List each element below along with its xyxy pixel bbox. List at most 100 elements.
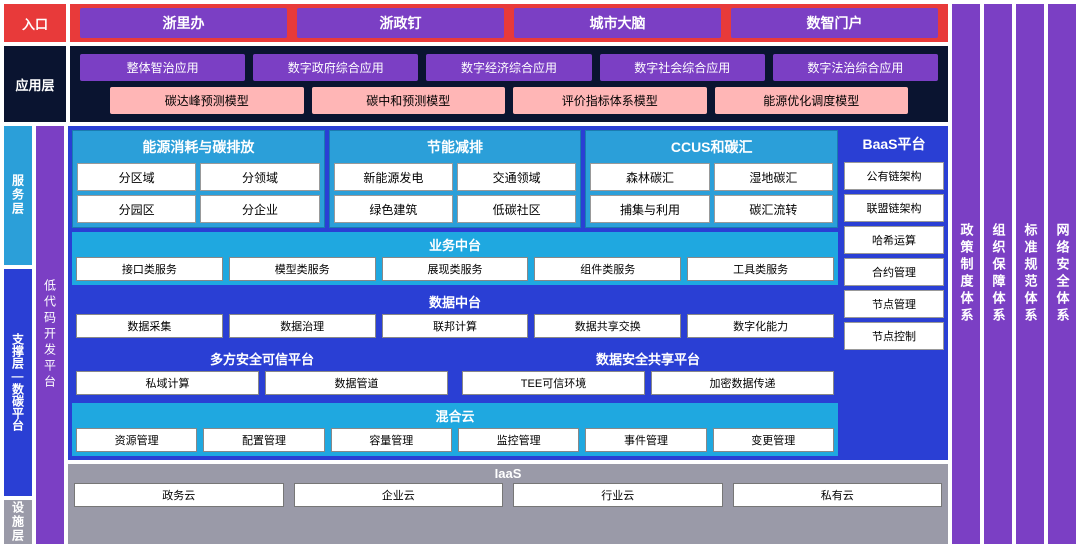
app-model: 能源优化调度模型: [715, 87, 909, 114]
entry-label: 入口: [4, 4, 66, 42]
app-model: 碳达峰预测模型: [110, 87, 304, 114]
cell: 变更管理: [713, 428, 834, 452]
app-item: 数字经济综合应用: [426, 54, 591, 81]
cell: 碳汇流转: [714, 195, 833, 223]
cell: 新能源发电: [334, 163, 453, 191]
cell: 配置管理: [203, 428, 324, 452]
cell: TEE可信环境: [462, 371, 645, 395]
cell: 分领域: [200, 163, 319, 191]
band-title: 业务中台: [76, 235, 834, 254]
cell: 数据管道: [265, 371, 448, 395]
cell: 模型类服务: [229, 257, 376, 281]
group-ccus: CCUS和碳汇 森林碳汇 湿地碳汇 捕集与利用 碳汇流转: [585, 130, 838, 228]
cell: 展现类服务: [382, 257, 529, 281]
group-title: 能源消耗与碳排放: [77, 135, 320, 159]
band-title: 数据安全共享平台: [462, 349, 834, 368]
row-app: 应用层 整体智治应用 数字政府综合应用 数字经济综合应用 数字社会综合应用 数字…: [4, 46, 948, 122]
left-layer-labels: 服务层 支撑层—数碳平台 设施层: [4, 126, 32, 544]
service-left: 能源消耗与碳排放 分区域 分领域 分园区 分企业 节能减排: [72, 130, 838, 456]
pillar-policy: 政策制度体系: [952, 4, 980, 544]
mid-body: 能源消耗与碳排放 分区域 分领域 分园区 分企业 节能减排: [68, 126, 948, 544]
cell: 事件管理: [585, 428, 706, 452]
pillar-security: 网络安全体系: [1048, 4, 1076, 544]
row-entry: 入口 浙里办 浙政钉 城市大脑 数智门户: [4, 4, 948, 42]
cell: 监控管理: [458, 428, 579, 452]
support-layer-label: 支撑层—数碳平台: [4, 269, 32, 496]
app-body: 整体智治应用 数字政府综合应用 数字经济综合应用 数字社会综合应用 数字法治综合…: [70, 46, 948, 122]
pillar-org: 组织保障体系: [984, 4, 1012, 544]
band-title: 混合云: [76, 406, 834, 425]
entry-item: 城市大脑: [514, 8, 721, 38]
baas-item: 哈希运算: [844, 226, 944, 254]
cell: 联邦计算: [382, 314, 529, 338]
band-title: 数据中台: [76, 292, 834, 311]
app-model: 评价指标体系模型: [513, 87, 707, 114]
cell: 工具类服务: [687, 257, 834, 281]
row-mid: 服务层 支撑层—数碳平台 设施层 低代码开发平台 能源消耗与碳排放 分区域 分领…: [4, 126, 948, 544]
app-label: 应用层: [4, 46, 66, 122]
cell: 加密数据传递: [651, 371, 834, 395]
entry-item: 浙政钉: [297, 8, 504, 38]
baas-item: 公有链架构: [844, 162, 944, 190]
service-groups: 能源消耗与碳排放 分区域 分领域 分园区 分企业 节能减排: [72, 130, 838, 228]
cell: 森林碳汇: [590, 163, 709, 191]
group-grid: 森林碳汇 湿地碳汇 捕集与利用 碳汇流转: [590, 163, 833, 223]
cell: 低碳社区: [457, 195, 576, 223]
group-title: CCUS和碳汇: [590, 135, 833, 159]
band-row: 数据采集 数据治理 联邦计算 数据共享交换 数字化能力: [76, 314, 834, 338]
cell: 数据治理: [229, 314, 376, 338]
band-row: 接口类服务 模型类服务 展现类服务 组件类服务 工具类服务: [76, 257, 834, 281]
baas-item: 合约管理: [844, 258, 944, 286]
iaas-row: 政务云 企业云 行业云 私有云: [74, 483, 942, 507]
band-row: 私域计算 数据管道: [76, 371, 448, 395]
entry-item: 浙里办: [80, 8, 287, 38]
entry-body: 浙里办 浙政钉 城市大脑 数智门户: [70, 4, 948, 42]
cell: 私有云: [733, 483, 943, 507]
entry-item: 数智门户: [731, 8, 938, 38]
cell: 数据采集: [76, 314, 223, 338]
cell: 绿色建筑: [334, 195, 453, 223]
infra-layer-label: 设施层: [4, 500, 32, 544]
cell: 政务云: [74, 483, 284, 507]
sec-trusted: 多方安全可信平台 私域计算 数据管道: [72, 346, 452, 399]
cell: 数字化能力: [687, 314, 834, 338]
group-grid: 新能源发电 交通领域 绿色建筑 低碳社区: [334, 163, 577, 223]
band-row: 资源管理 配置管理 容量管理 监控管理 事件管理 变更管理: [76, 428, 834, 452]
group-title: 节能减排: [334, 135, 577, 159]
service-layer-label: 服务层: [4, 126, 32, 265]
group-saving: 节能减排 新能源发电 交通领域 绿色建筑 低碳社区: [329, 130, 582, 228]
iaas-title: IaaS: [74, 466, 942, 481]
cell: 交通领域: [457, 163, 576, 191]
app-row1: 整体智治应用 数字政府综合应用 数字经济综合应用 数字社会综合应用 数字法治综合…: [80, 54, 938, 81]
baas-title: BaaS平台: [844, 130, 944, 158]
app-row2: 碳达峰预测模型 碳中和预测模型 评价指标体系模型 能源优化调度模型: [80, 87, 938, 114]
cell: 企业云: [294, 483, 504, 507]
data-mid: 数据中台 数据采集 数据治理 联邦计算 数据共享交换 数字化能力: [72, 289, 838, 342]
app-item: 整体智治应用: [80, 54, 245, 81]
sec-share: 数据安全共享平台 TEE可信环境 加密数据传递: [458, 346, 838, 399]
cell: 分企业: [200, 195, 319, 223]
band-row: TEE可信环境 加密数据传递: [462, 371, 834, 395]
architecture-diagram: 入口 浙里办 浙政钉 城市大脑 数智门户 应用层 整体智治应用 数字政府综合应用…: [0, 0, 1080, 548]
lowcode-label: 低代码开发平台: [36, 126, 64, 544]
cell: 捕集与利用: [590, 195, 709, 223]
group-grid: 分区域 分领域 分园区 分企业: [77, 163, 320, 223]
cell: 行业云: [513, 483, 723, 507]
main-column: 入口 浙里办 浙政钉 城市大脑 数智门户 应用层 整体智治应用 数字政府综合应用…: [4, 4, 948, 544]
baas-column: BaaS平台 公有链架构 联盟链架构 哈希运算 合约管理 节点管理 节点控制: [844, 130, 944, 456]
cell: 分园区: [77, 195, 196, 223]
cell: 分区域: [77, 163, 196, 191]
cell: 湿地碳汇: [714, 163, 833, 191]
cell: 接口类服务: [76, 257, 223, 281]
app-item: 数字法治综合应用: [773, 54, 938, 81]
cell: 容量管理: [331, 428, 452, 452]
cell: 资源管理: [76, 428, 197, 452]
pillar-standard: 标准规范体系: [1016, 4, 1044, 544]
app-model: 碳中和预测模型: [312, 87, 506, 114]
baas-item: 联盟链架构: [844, 194, 944, 222]
baas-item: 节点控制: [844, 322, 944, 350]
app-item: 数字政府综合应用: [253, 54, 418, 81]
app-item: 数字社会综合应用: [600, 54, 765, 81]
right-pillars: 政策制度体系 组织保障体系 标准规范体系 网络安全体系: [952, 4, 1076, 544]
cell: 组件类服务: [534, 257, 681, 281]
